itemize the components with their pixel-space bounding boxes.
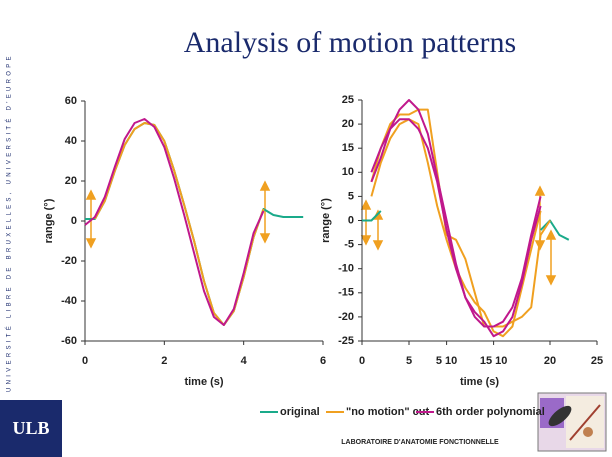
data-line [370,99,542,328]
annotation-arrows [85,180,557,286]
x-tick-label: 20 [544,355,556,367]
slide-title: Analysis of motion patterns [184,26,516,59]
y-tick-label: -40 [61,295,77,307]
y-tick-label: 10 [342,166,354,178]
lab-picture [537,392,607,452]
logo-box [0,400,62,457]
lab-name: LABORATOIRE D'ANATOMIE FONCTIONNELLE [341,439,499,446]
x-axis-label: time (s) [460,376,499,388]
y-tick-label: -20 [61,255,77,267]
y-tick-label: 0 [71,215,77,227]
y-tick-label: 0 [348,214,354,226]
y-tick-label: 20 [342,118,354,130]
y-tick-label: 40 [65,135,77,147]
data-line [362,210,570,241]
x-tick-label: 0 [359,355,365,367]
y-tick-label: 20 [65,175,77,187]
legend-label: 6th order polynomial [436,406,545,418]
sidebar-text: UNIVERSITÉ LIBRE DE BRUXELLES, UNIVERSIT… [6,53,13,392]
y-tick-label: -20 [338,311,354,323]
y-tick-label: -25 [338,335,354,347]
x-tick-label: 5 10 [436,355,457,367]
data-line [370,108,551,328]
logo: ULB [12,418,49,438]
legend-label: "no motion" cut [346,406,429,418]
y-tick-label: 5 [348,190,354,202]
x-tick-label: 15 10 [480,355,508,367]
y-tick-label: -15 [338,287,354,299]
x-tick-label: 25 [591,355,603,367]
x-tick-label: 0 [82,355,88,367]
x-tick-label: 4 [241,355,248,367]
legend-label: original [280,406,320,418]
x-tick-label: 6 [320,355,326,367]
y-axis-label: range (°) [43,198,55,243]
y-axis-label: range (°) [320,198,332,243]
data-line [84,118,265,326]
x-tick-label: 5 [406,355,412,367]
y-tick-label: 25 [342,94,354,106]
y-tick-label: -5 [344,239,354,251]
y-tick-label: -60 [61,335,77,347]
data-line [370,118,542,338]
x-axis-label: time (s) [184,376,223,388]
y-tick-label: 15 [342,142,354,154]
x-tick-label: 2 [161,355,167,367]
y-tick-label: -10 [338,263,354,275]
y-tick-label: 60 [65,95,77,107]
